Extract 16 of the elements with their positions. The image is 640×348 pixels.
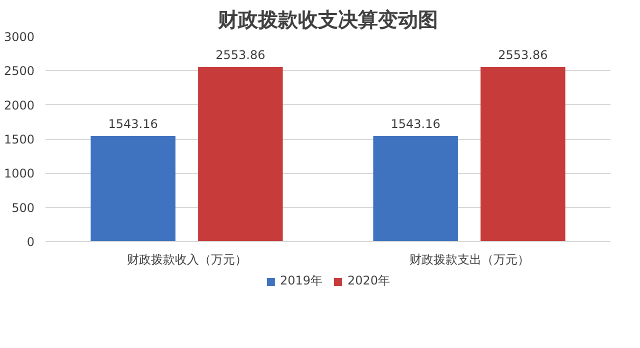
legend-label: 2019年 — [280, 272, 322, 290]
chart-title: 财政拨款收支决算变动图 — [217, 8, 438, 32]
y-tick-label: 0 — [26, 235, 35, 249]
y-tick-label: 500 — [12, 200, 34, 215]
data-label: 1543.16 — [108, 116, 158, 131]
y-tick-label: 3000 — [4, 30, 35, 44]
y-tick-label: 1500 — [4, 132, 35, 146]
data-label: 2553.86 — [216, 48, 266, 62]
y-tick-label: 2500 — [4, 64, 35, 78]
data-label: 1543.16 — [390, 116, 440, 131]
x-tick-label: 财政拨款支出（万元） — [409, 252, 530, 266]
y-tick-label: 1000 — [4, 166, 35, 181]
legend-label: 2020年 — [348, 272, 390, 290]
x-tick-label: 财政拨款收入（万元） — [126, 252, 247, 266]
y-tick-label: 2000 — [4, 98, 35, 112]
data-label: 2553.86 — [498, 48, 548, 62]
